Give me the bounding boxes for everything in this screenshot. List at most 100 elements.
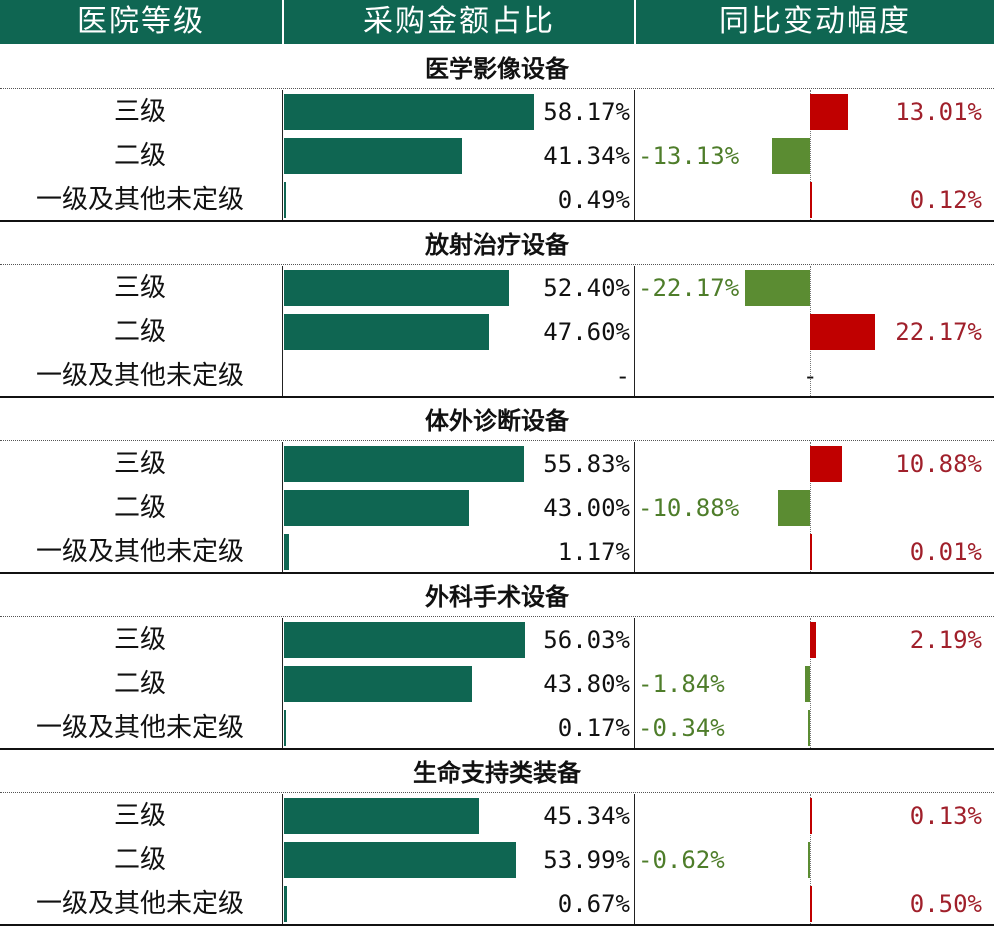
- share-label: 58.17%: [543, 98, 630, 126]
- category-separator: [0, 264, 994, 265]
- category-separator: [0, 88, 994, 89]
- column-divider: [634, 618, 635, 750]
- share-label: 1.17%: [557, 538, 630, 566]
- section-border: [0, 396, 994, 398]
- change-label: -: [803, 362, 818, 390]
- share-bar: [284, 534, 290, 570]
- share-bar: [284, 182, 287, 218]
- hospital-level-label: 一级及其他未定级: [35, 889, 244, 919]
- change-label: -22.17%: [638, 274, 740, 302]
- change-bar: [808, 842, 810, 878]
- share-bar: [284, 798, 479, 834]
- column-divider: [282, 794, 283, 926]
- share-bar: [284, 490, 469, 526]
- hospital-level-label: 一级及其他未定级: [35, 185, 244, 215]
- change-label: 22.17%: [895, 318, 982, 346]
- zero-axis-line: [810, 794, 811, 926]
- hospital-level-label: 三级: [113, 97, 166, 127]
- share-bar: [284, 842, 517, 878]
- header-level: 医院等级: [77, 4, 205, 39]
- change-bar: [810, 446, 842, 482]
- change-label: -10.88%: [638, 494, 740, 522]
- hospital-level-label: 一级及其他未定级: [35, 537, 244, 567]
- share-label: 52.40%: [543, 274, 630, 302]
- change-bar: [810, 182, 812, 218]
- hospital-level-label: 三级: [113, 449, 166, 479]
- change-bar: [808, 710, 810, 746]
- change-bar: [810, 886, 812, 922]
- change-bar: [778, 490, 810, 526]
- share-label: 47.60%: [543, 318, 630, 346]
- column-divider: [634, 442, 635, 574]
- section-border: [0, 220, 994, 222]
- hospital-level-label: 三级: [113, 801, 166, 831]
- category-separator: [0, 616, 994, 617]
- hospital-level-label: 二级: [113, 317, 166, 347]
- header-share: 采购金额占比: [363, 4, 555, 39]
- column-divider: [282, 90, 283, 222]
- share-bar: [284, 666, 473, 702]
- hospital-level-label: 二级: [113, 493, 166, 523]
- category-title: 放射治疗设备: [425, 231, 569, 259]
- change-label: 0.50%: [909, 890, 982, 918]
- header-divider: [634, 0, 636, 44]
- share-label: 43.00%: [543, 494, 630, 522]
- share-bar: [284, 94, 535, 130]
- hospital-level-label: 三级: [113, 273, 166, 303]
- category-separator: [0, 792, 994, 793]
- hospital-level-label: 二级: [113, 141, 166, 171]
- change-label: 0.01%: [909, 538, 982, 566]
- share-label: 56.03%: [543, 626, 630, 654]
- hospital-level-label: 一级及其他未定级: [35, 713, 244, 743]
- share-label: 43.80%: [543, 670, 630, 698]
- change-label: -13.13%: [638, 142, 740, 170]
- change-label: 0.12%: [909, 186, 982, 214]
- change-label: 10.88%: [895, 450, 982, 478]
- change-bar: [810, 622, 817, 658]
- share-label: 0.67%: [557, 890, 630, 918]
- change-label: 2.19%: [909, 626, 982, 654]
- hospital-level-label: 三级: [113, 625, 166, 655]
- change-label: -0.62%: [638, 846, 725, 874]
- share-bar: [284, 710, 286, 746]
- share-label: 55.83%: [543, 450, 630, 478]
- share-label: -: [615, 362, 630, 390]
- share-label: 41.34%: [543, 142, 630, 170]
- category-title: 医学影像设备: [425, 55, 569, 83]
- share-label: 0.17%: [557, 714, 630, 742]
- column-divider: [282, 618, 283, 750]
- header-change: 同比变动幅度: [719, 4, 911, 39]
- category-title: 生命支持类装备: [413, 759, 581, 787]
- zero-axis-line: [810, 618, 811, 750]
- change-bar: [810, 534, 812, 570]
- share-bar: [284, 270, 510, 306]
- change-bar: [810, 314, 875, 350]
- share-label: 53.99%: [543, 846, 630, 874]
- change-bar: [745, 270, 810, 306]
- share-bar: [284, 622, 525, 658]
- column-divider: [634, 266, 635, 398]
- category-title: 体外诊断设备: [425, 407, 569, 435]
- share-label: 45.34%: [543, 802, 630, 830]
- share-bar: [284, 314, 489, 350]
- change-bar: [804, 666, 810, 702]
- zero-axis-line: [810, 442, 811, 574]
- change-bar: [810, 798, 812, 834]
- column-divider: [634, 90, 635, 222]
- share-label: 0.49%: [557, 186, 630, 214]
- change-label: -0.34%: [638, 714, 725, 742]
- column-divider: [282, 442, 283, 574]
- hospital-level-label: 二级: [113, 845, 166, 875]
- column-divider: [634, 794, 635, 926]
- section-border: [0, 924, 994, 926]
- change-bar: [771, 138, 810, 174]
- hospital-level-label: 一级及其他未定级: [35, 361, 244, 391]
- change-label: 0.13%: [909, 802, 982, 830]
- zero-axis-line: [810, 90, 811, 222]
- table-header: 医院等级 采购金额占比 同比变动幅度: [0, 0, 994, 44]
- category-title: 外科手术设备: [425, 583, 569, 611]
- category-separator: [0, 440, 994, 441]
- change-label: 13.01%: [895, 98, 982, 126]
- change-bar: [810, 94, 848, 130]
